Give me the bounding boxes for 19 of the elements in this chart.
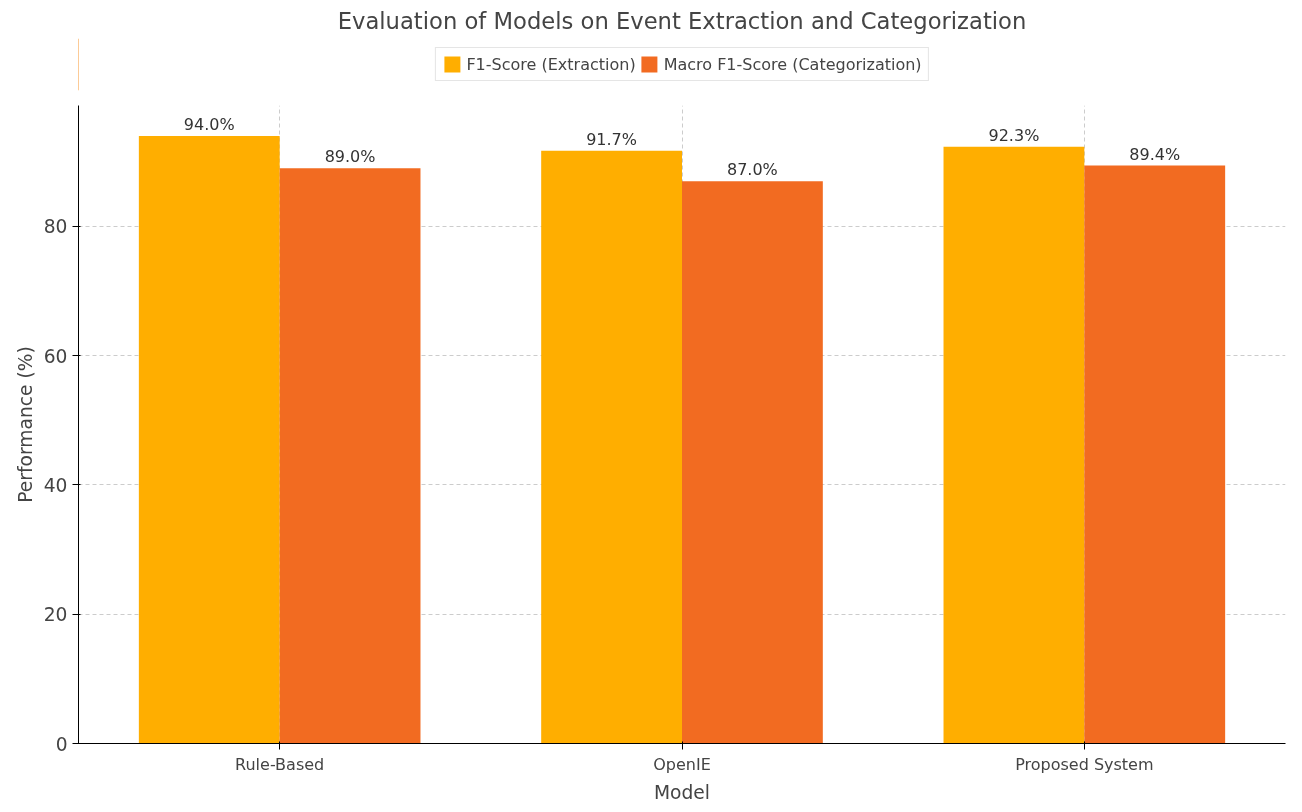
- data-label: 89.0%: [324, 147, 376, 167]
- x-tick-label: Proposed System: [1015, 754, 1154, 774]
- y-tick-label: 60: [43, 345, 68, 367]
- chart-title: Evaluation of Models on Event Extraction and Categorization: [337, 7, 1027, 34]
- legend-label: F1-Score (Extraction): [466, 54, 636, 74]
- data-label: 94.0%: [183, 114, 235, 134]
- legend-label: Macro F1-Score (Categorization): [663, 54, 922, 74]
- x-tick-label: OpenIE: [653, 754, 711, 774]
- y-tick-label: 0: [55, 733, 68, 755]
- data-label: 91.7%: [586, 129, 638, 149]
- x-axis-title: Model: [653, 781, 711, 803]
- data-label: 92.3%: [988, 125, 1040, 145]
- y-axis-title: Performance (%): [14, 346, 36, 503]
- data-label: 87.0%: [726, 160, 778, 180]
- y-tick-label: 80: [43, 216, 68, 238]
- y-tick-label: 20: [43, 604, 68, 626]
- x-tick-label: Rule-Based: [235, 754, 325, 774]
- y-tick-label: 40: [43, 474, 68, 496]
- data-label: 89.4%: [1129, 144, 1181, 164]
